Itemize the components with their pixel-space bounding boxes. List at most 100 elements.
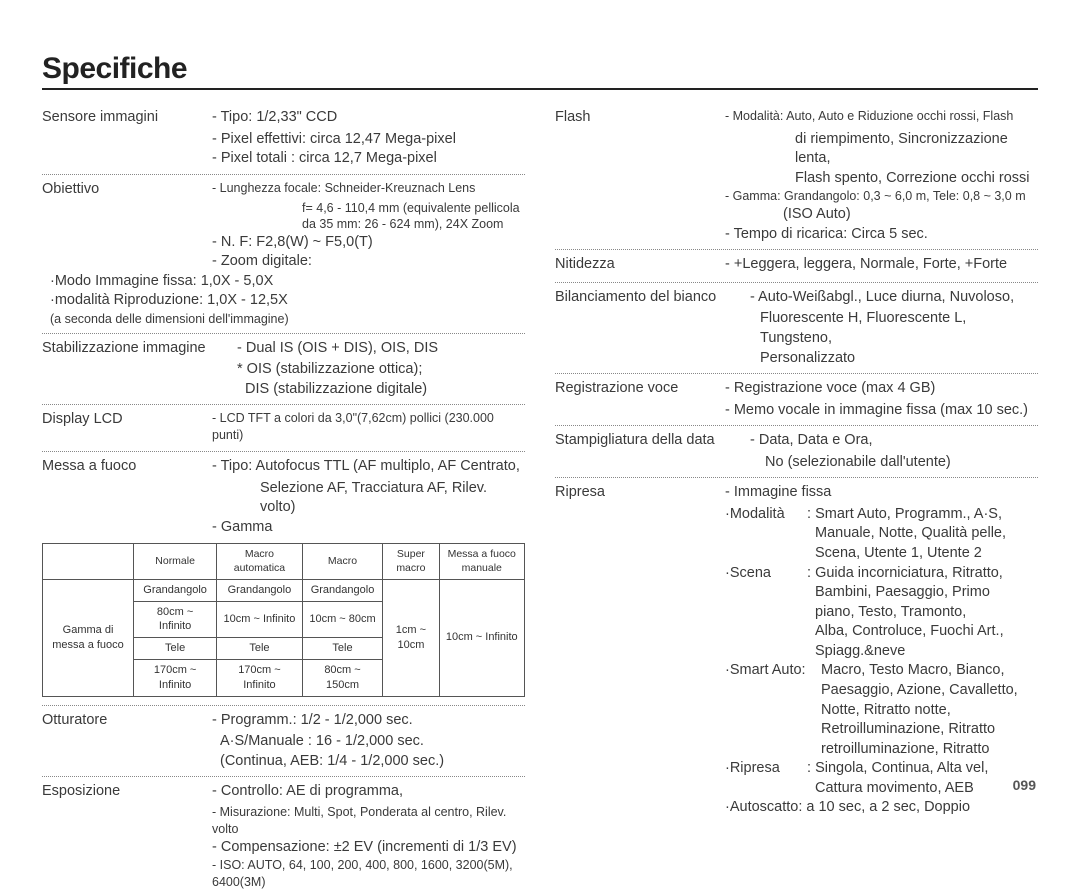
- val-stab-2: * OIS (stabilizzazione ottica);: [42, 360, 525, 380]
- shoot-rip-2: Cattura movimento, AEB: [725, 779, 1038, 799]
- ft-h4: Super macro: [383, 544, 439, 579]
- label-lcd: Display LCD: [42, 410, 212, 430]
- val-lens-8: (a seconda delle dimensioni dell'immagin…: [42, 311, 525, 328]
- ft-supermacro: 1cm ~ 10cm: [383, 579, 439, 696]
- label-date: Stampigliatura della data: [555, 431, 750, 451]
- ft-r3c2: Tele: [217, 638, 303, 660]
- val-voice-1: - Registrazione voce (max 4 GB): [725, 379, 1038, 399]
- shoot-smart-4: Retroilluminazione, Ritratto: [725, 720, 1038, 740]
- ft-r1c3: Grandangolo: [302, 579, 383, 601]
- shoot-rip-1: Singola, Continua, Alta vel,: [815, 760, 988, 776]
- val-stab-3: DIS (stabilizzazione digitale): [42, 380, 525, 400]
- val-shutter-2: A·S/Manuale : 16 - 1/2,000 sec.: [42, 732, 525, 752]
- ft-h2: Macro automatica: [217, 544, 303, 579]
- shoot-mode-label: ·Modalità: [725, 505, 807, 525]
- ft-r4c3: 80cm ~ 150cm: [302, 660, 383, 697]
- val-flash-1: - Modalità: Auto, Auto e Riduzione occhi…: [725, 108, 1038, 125]
- val-sensor-1: - Tipo: 1/2,33" CCD: [212, 108, 525, 128]
- ft-r2c1: 80cm ~ Infinito: [134, 601, 217, 638]
- label-wb: Bilanciamento del bianco: [555, 288, 750, 308]
- spec-date: Stampigliatura della data - Data, Data e…: [555, 431, 1038, 478]
- ft-h5: Messa a fuoco manuale: [439, 544, 525, 579]
- val-date-1: - Data, Data e Ora,: [750, 431, 1038, 451]
- shoot-scene-5: Spiagg.&neve: [725, 642, 1038, 662]
- ft-r3c1: Tele: [134, 638, 217, 660]
- shoot-mode-1: Smart Auto, Programm., A·S,: [815, 506, 1002, 522]
- val-exp-3: - Compensazione: ±2 EV (incrementi di 1/…: [42, 838, 525, 858]
- focus-range-table: Normale Macro automatica Macro Super mac…: [42, 543, 525, 696]
- spec-sharp: Nitidezza - +Leggera, leggera, Normale, …: [555, 255, 1038, 283]
- val-lens-2: f= 4,6 - 110,4 mm (equivalente pellicola: [42, 201, 525, 217]
- ft-r4c1: 170cm ~ Infinito: [134, 660, 217, 697]
- label-shoot: Ripresa: [555, 483, 725, 503]
- shoot-scene-3: piano, Testo, Tramonto,: [725, 603, 1038, 623]
- spec-shoot: Ripresa - Immagine fissa ·Modalità : Sma…: [555, 483, 1038, 818]
- val-flash-4: - Gamma: Grandangolo: 0,3 ~ 6,0 m, Tele:…: [555, 188, 1038, 205]
- val-flash-5: (ISO Auto): [555, 205, 1038, 225]
- label-stab: Stabilizzazione immagine: [42, 339, 237, 359]
- shoot-rip-label: ·Ripresa: [725, 759, 807, 779]
- val-voice-2: - Memo vocale in immagine fissa (max 10 …: [555, 401, 1038, 421]
- val-sharp-1: - +Leggera, leggera, Normale, Forte, +Fo…: [725, 255, 1038, 275]
- spec-stab: Stabilizzazione immagine - Dual IS (OIS …: [42, 339, 525, 406]
- val-lens-5: - Zoom digitale:: [42, 252, 525, 272]
- label-flash: Flash: [555, 108, 725, 128]
- val-focus-2: Selezione AF, Tracciatura AF, Rilev. vol…: [42, 479, 525, 518]
- val-date-2: No (selezionabile dall'utente): [555, 453, 1038, 473]
- val-flash-6: - Tempo di ricarica: Circa 5 sec.: [555, 225, 1038, 245]
- ft-r2c3: 10cm ~ 80cm: [302, 601, 383, 638]
- shoot-mode-3: Scena, Utente 1, Utente 2: [725, 544, 1038, 564]
- label-shutter: Otturatore: [42, 711, 212, 731]
- spec-flash: Flash - Modalità: Auto, Auto e Riduzione…: [555, 108, 1038, 250]
- left-column: Sensore immagini - Tipo: 1/2,33" CCD - P…: [42, 108, 525, 891]
- spec-lens: Obiettivo - Lunghezza focale: Schneider-…: [42, 180, 525, 334]
- ft-r1c1: Grandangolo: [134, 579, 217, 601]
- shoot-mode-sep: :: [807, 506, 815, 522]
- spec-lcd: Display LCD - LCD TFT a colori da 3,0"(7…: [42, 410, 525, 452]
- shoot-smart-label: ·Smart Auto:: [725, 661, 821, 681]
- label-lens: Obiettivo: [42, 180, 212, 200]
- val-shutter-1: - Programm.: 1/2 - 1/2,000 sec.: [212, 711, 525, 731]
- shoot-scene-1: Guida incorniciatura, Ritratto,: [815, 565, 1003, 581]
- shoot-smart-2: Paesaggio, Azione, Cavalletto,: [725, 681, 1038, 701]
- content-columns: Sensore immagini - Tipo: 1/2,33" CCD - P…: [42, 108, 1038, 891]
- val-shoot-1: - Immagine fissa: [725, 483, 1038, 503]
- val-wb-3: Personalizzato: [555, 349, 1038, 369]
- page-title: Specifiche: [42, 52, 1038, 90]
- label-sensor: Sensore immagini: [42, 108, 212, 128]
- spec-shutter: Otturatore - Programm.: 1/2 - 1/2,000 se…: [42, 705, 525, 778]
- val-wb-2: Fluorescente H, Fluorescente L, Tungsten…: [555, 309, 1038, 348]
- label-exposure: Esposizione: [42, 782, 212, 802]
- val-sensor-2: - Pixel effettivi: circa 12,47 Mega-pixe…: [42, 130, 525, 150]
- spec-focus: Messa a fuoco - Tipo: Autofocus TTL (AF …: [42, 457, 525, 697]
- page-number: 099: [1013, 777, 1036, 793]
- label-voice: Registrazione voce: [555, 379, 725, 399]
- right-column: Flash - Modalità: Auto, Auto e Riduzione…: [555, 108, 1038, 891]
- val-focus-1: - Tipo: Autofocus TTL (AF multiplo, AF C…: [212, 457, 525, 477]
- spec-voice: Registrazione voce - Registrazione voce …: [555, 379, 1038, 426]
- ft-h0: [43, 544, 134, 579]
- ft-h3: Macro: [302, 544, 383, 579]
- val-lens-1: - Lunghezza focale: Schneider-Kreuznach …: [212, 180, 525, 197]
- val-flash-2: di riempimento, Sincronizzazione lenta,: [555, 130, 1038, 169]
- val-exp-2: - Misurazione: Multi, Spot, Ponderata al…: [42, 804, 525, 838]
- shoot-smart-3: Notte, Ritratto notte,: [725, 701, 1038, 721]
- shoot-smart-1: Macro, Testo Macro, Bianco,: [821, 661, 1038, 681]
- spec-exposure: Esposizione - Controllo: AE di programma…: [42, 782, 525, 891]
- val-lens-4: - N. F: F2,8(W) ~ F5,0(T): [42, 233, 525, 253]
- val-lens-7: ·modalità Riproduzione: 1,0X - 12,5X: [42, 291, 525, 311]
- val-focus-3: - Gamma: [42, 518, 525, 538]
- val-wb-1: - Auto-Weißabgl., Luce diurna, Nuvoloso,: [750, 288, 1038, 308]
- ft-r3c3: Tele: [302, 638, 383, 660]
- val-lens-3: da 35 mm: 26 - 624 mm), 24X Zoom: [42, 217, 525, 233]
- ft-manual: 10cm ~ Infinito: [439, 579, 525, 696]
- ft-r4c2: 170cm ~ Infinito: [217, 660, 303, 697]
- val-stab-1: - Dual IS (OIS + DIS), OIS, DIS: [237, 339, 525, 359]
- label-sharp: Nitidezza: [555, 255, 725, 275]
- ft-r2c2: 10cm ~ Infinito: [217, 601, 303, 638]
- val-flash-3: Flash spento, Correzione occhi rossi: [555, 169, 1038, 189]
- val-lcd-1: - LCD TFT a colori da 3,0"(7,62cm) polli…: [212, 410, 525, 444]
- shoot-scene-label: ·Scena: [725, 564, 807, 584]
- shoot-smart-5: retroilluminazione, Ritratto: [725, 740, 1038, 760]
- shoot-mode-2: Manuale, Notte, Qualità pelle,: [725, 524, 1038, 544]
